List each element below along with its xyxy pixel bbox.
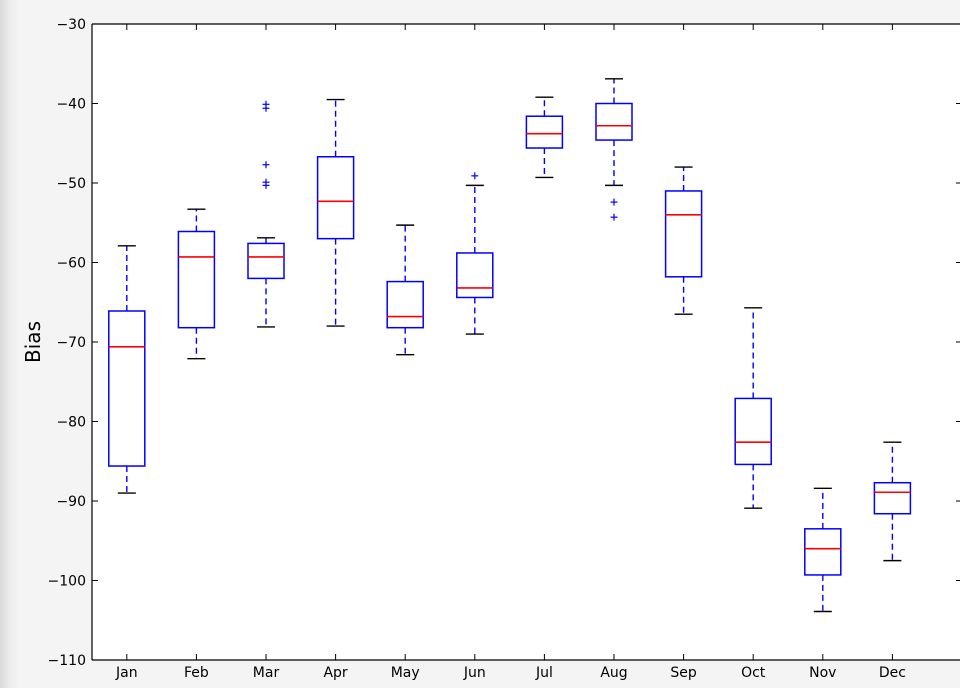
x-tick-label: Nov [809,665,836,681]
box-feb [177,208,216,360]
box-may [386,224,424,356]
x-tick-label: Jan [115,665,138,681]
y-tick-label: −40 [56,97,86,113]
y-tick-label: −30 [56,17,86,33]
box-apr [316,98,355,327]
box-iqr [108,310,146,467]
x-tick-label: Feb [184,665,209,681]
flier-point [262,104,270,112]
box-iqr [386,280,424,329]
box-jul [525,96,564,179]
x-tick-label: Mar [253,665,280,681]
box-dec [873,441,912,562]
y-tick-label: −80 [56,415,86,431]
box-jun [456,172,494,335]
box-sep [664,166,703,315]
y-axis-label: Bias [21,321,45,363]
x-tick-label: Apr [323,665,347,681]
y-tick-label: −50 [56,176,86,192]
axes: −30 −40 −50 −60 −70 −80 −90 −100 −110 Jan Feb Mar Ap… [48,17,960,681]
y-tick-label: −90 [56,494,86,510]
box-iqr [316,156,355,240]
x-tick-label: May [391,665,420,681]
x-tick-label: Sep [670,665,697,681]
box-oct [734,307,772,509]
box-iqr [734,397,772,466]
box-iqr [873,481,912,515]
box-iqr [804,528,842,576]
box-jan [108,245,146,494]
box-iqr [525,115,564,149]
box-iqr [595,102,633,141]
x-tick-label: Aug [600,665,627,681]
box-iqr [177,230,216,329]
y-tick-label: −70 [56,335,86,351]
flier-point [610,198,618,206]
flier-point [610,213,618,221]
y-tick-label: −110 [48,653,86,669]
box-nov [804,487,842,613]
flier-point [262,181,270,189]
flier-point [471,172,479,180]
x-tick-label: Jul [535,665,553,681]
box-iqr [456,252,494,299]
box-series [108,78,912,613]
box-iqr [247,242,285,280]
y-tick-label: −100 [48,574,86,590]
x-tick-label: Jun [463,665,486,681]
x-tick-label: Dec [879,665,906,681]
box-aug [595,78,633,221]
box-iqr [664,190,703,278]
y-tick-label: −60 [56,256,86,272]
box-mar [247,100,285,328]
flier-point [262,161,270,169]
x-tick-label: Oct [741,665,766,681]
